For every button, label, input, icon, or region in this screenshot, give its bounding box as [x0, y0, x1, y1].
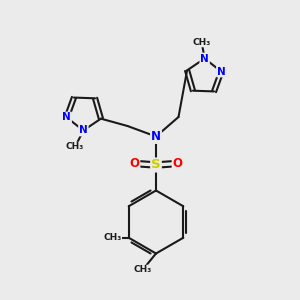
Text: CH₃: CH₃	[66, 142, 84, 152]
Text: O: O	[172, 157, 183, 170]
Text: S: S	[151, 158, 161, 172]
Text: N: N	[200, 53, 209, 64]
Text: N: N	[79, 125, 88, 136]
Text: N: N	[62, 112, 71, 122]
Text: CH₃: CH₃	[193, 38, 211, 46]
Text: N: N	[217, 67, 226, 76]
Text: CH₃: CH₃	[103, 233, 121, 242]
Text: N: N	[151, 130, 161, 143]
Text: O: O	[129, 157, 140, 170]
Text: CH₃: CH₃	[134, 266, 152, 274]
